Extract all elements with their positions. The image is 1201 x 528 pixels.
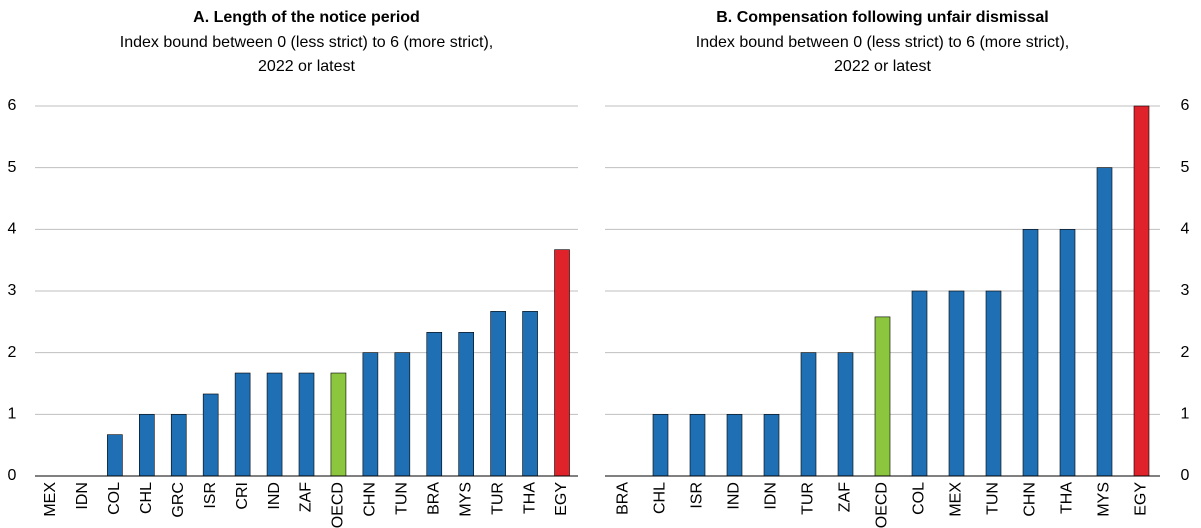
x-tick-label: MYS — [1096, 482, 1113, 517]
x-tick-label: BRA — [615, 482, 632, 515]
x-tick-label: IDN — [763, 482, 780, 510]
bar — [1096, 167, 1113, 477]
x-tick-label: TUN — [394, 482, 411, 515]
chart-title: B. Compensation following unfair dismiss… — [716, 9, 1048, 26]
y-tick-label: 6 — [8, 97, 17, 114]
bar — [362, 352, 379, 477]
bar — [266, 372, 283, 477]
bar — [911, 290, 928, 477]
bar — [426, 332, 443, 477]
x-tick-label: TUR — [489, 482, 506, 515]
bar — [726, 414, 743, 477]
x-tick-label: CHL — [652, 482, 669, 514]
x-tick-label: IND — [726, 482, 743, 510]
y-tick-label: 0 — [8, 467, 17, 484]
x-tick-label: COL — [106, 482, 123, 515]
y-tick-label: 4 — [1181, 221, 1190, 238]
y-tick-label: 3 — [8, 282, 17, 299]
bar — [298, 372, 315, 477]
x-tick-label: CHN — [1022, 482, 1039, 517]
x-tick-label: ZAF — [298, 482, 315, 512]
y-tick-label: 2 — [8, 344, 17, 361]
x-tick-label: MEX — [948, 482, 965, 517]
bar — [1022, 229, 1039, 477]
bar — [763, 414, 780, 477]
x-tick-label: IDN — [74, 482, 91, 510]
bar — [522, 311, 538, 477]
bar — [394, 352, 411, 477]
chart-title: A. Length of the notice period — [193, 9, 420, 26]
x-tick-label: ISR — [202, 482, 219, 509]
bar — [490, 311, 506, 477]
x-tick-label: TUN — [985, 482, 1002, 515]
bar — [330, 372, 347, 477]
chart-subtitle: 2022 or latest — [834, 58, 932, 75]
x-tick-label: GRC — [170, 482, 187, 518]
bar — [985, 290, 1002, 477]
bar — [800, 352, 817, 477]
bar — [837, 352, 854, 477]
y-tick-label: 1 — [1181, 406, 1190, 423]
bar — [1059, 229, 1076, 477]
y-tick-label: 6 — [1181, 97, 1190, 114]
x-tick-label: EGY — [1133, 482, 1150, 516]
x-tick-label: THA — [521, 482, 538, 514]
x-tick-label: OECD — [874, 482, 891, 528]
bar — [948, 290, 965, 477]
y-tick-label: 3 — [1181, 282, 1190, 299]
x-tick-label: COL — [911, 482, 928, 515]
y-tick-label: 1 — [8, 406, 17, 423]
x-tick-label: CHL — [138, 482, 155, 514]
x-tick-label: MEX — [42, 482, 59, 517]
chart-subtitle: Index bound between 0 (less strict) to 6… — [696, 34, 1069, 51]
x-tick-label: ZAF — [837, 482, 854, 512]
x-tick-label: IND — [266, 482, 283, 510]
bar — [107, 434, 123, 477]
bar — [202, 393, 219, 477]
y-tick-label: 5 — [1181, 159, 1190, 176]
x-tick-label: BRA — [425, 482, 442, 515]
chart-subtitle: 2022 or latest — [258, 58, 356, 75]
y-tick-label: 2 — [1181, 344, 1190, 361]
y-tick-label: 5 — [8, 159, 17, 176]
bar — [1133, 105, 1150, 477]
bar — [689, 414, 706, 477]
bar — [458, 332, 475, 477]
y-tick-label: 0 — [1181, 467, 1190, 484]
x-tick-label: ISR — [689, 482, 706, 509]
x-tick-label: THA — [1059, 482, 1076, 514]
x-tick-label: EGY — [553, 482, 570, 516]
x-tick-label: CHN — [362, 482, 379, 517]
bar — [234, 372, 251, 477]
bar — [874, 316, 891, 477]
y-tick-label: 4 — [8, 221, 17, 238]
bar — [138, 414, 155, 477]
x-tick-label: MYS — [457, 482, 474, 517]
bar — [170, 414, 187, 477]
bar — [554, 249, 570, 477]
chart-subtitle: Index bound between 0 (less strict) to 6… — [120, 34, 493, 51]
x-tick-label: CRI — [234, 482, 251, 510]
x-tick-label: OECD — [330, 482, 347, 528]
x-tick-label: TUR — [800, 482, 817, 515]
bar — [652, 414, 669, 477]
